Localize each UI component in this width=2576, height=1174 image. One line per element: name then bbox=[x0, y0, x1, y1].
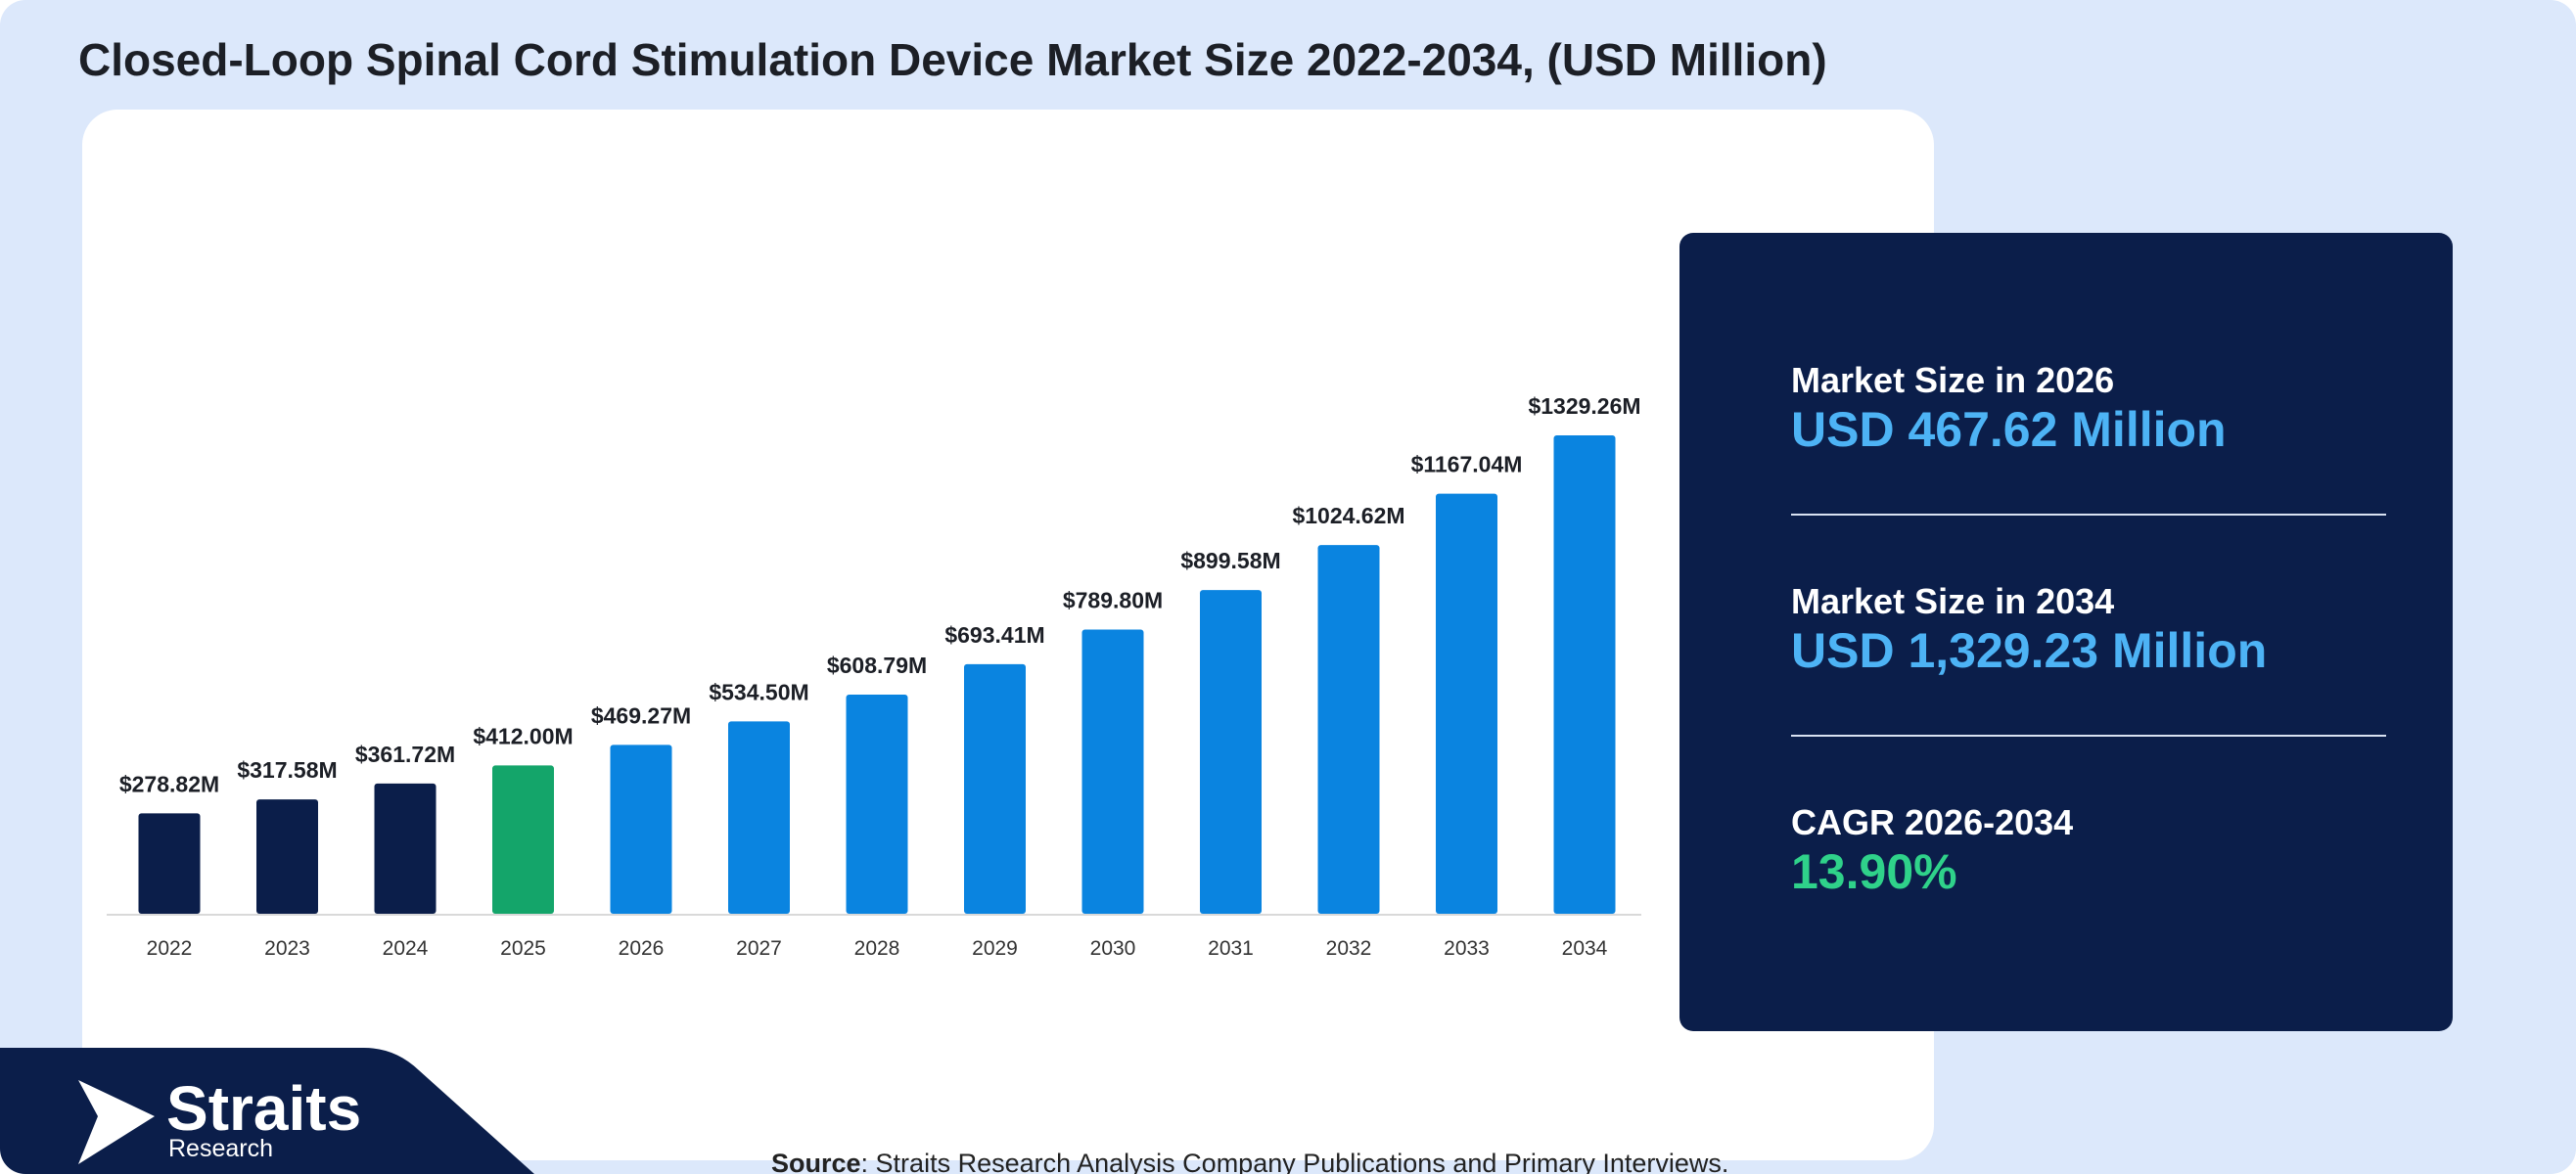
data-label-2032: $1024.62M bbox=[1292, 503, 1404, 528]
bar-2034 bbox=[1553, 435, 1616, 914]
x-tick-label-2029: 2029 bbox=[972, 937, 1018, 960]
data-label-2034: $1329.26M bbox=[1528, 393, 1640, 419]
page-title: Closed-Loop Spinal Cord Stimulation Devi… bbox=[78, 34, 1827, 85]
bar-2027 bbox=[728, 721, 790, 914]
x-tick-label-2027: 2027 bbox=[736, 937, 782, 960]
x-tick-label-2033: 2033 bbox=[1444, 937, 1490, 960]
data-label-2023: $317.58M bbox=[237, 757, 337, 783]
kpi-2034-value: USD 1,329.23 Million bbox=[1791, 623, 2268, 678]
bar-chart: $278.82M 2022 $317.58M 2023 $361.72M 2024 $412… bbox=[107, 393, 1641, 960]
data-label-2028: $608.79M bbox=[827, 653, 927, 678]
x-tick-label-2022: 2022 bbox=[147, 937, 193, 960]
kpi-cagr-value: 13.90% bbox=[1791, 844, 1957, 899]
bar-2033 bbox=[1436, 493, 1497, 914]
data-label-2025: $412.00M bbox=[473, 723, 573, 748]
bar-2028 bbox=[846, 695, 908, 914]
source-label: Source bbox=[771, 1149, 861, 1174]
x-tick-label-2028: 2028 bbox=[854, 937, 900, 960]
data-label-2024: $361.72M bbox=[355, 742, 455, 767]
x-tick-label-2030: 2030 bbox=[1090, 937, 1136, 960]
bar-2025 bbox=[492, 765, 554, 914]
kpi-divider bbox=[1791, 514, 2386, 516]
data-label-2022: $278.82M bbox=[119, 771, 219, 796]
bar-2031 bbox=[1200, 590, 1262, 914]
bar-2023 bbox=[256, 799, 318, 914]
kpi-cagr-label: CAGR 2026-2034 bbox=[1791, 802, 2074, 842]
kpi-2026-label: Market Size in 2026 bbox=[1791, 360, 2115, 400]
x-tick-label-2031: 2031 bbox=[1208, 937, 1254, 960]
data-label-2029: $693.41M bbox=[944, 622, 1044, 648]
bar-2024 bbox=[374, 783, 437, 914]
x-tick-label-2024: 2024 bbox=[383, 937, 429, 960]
data-label-2027: $534.50M bbox=[709, 679, 808, 704]
kpi-2034-label: Market Size in 2034 bbox=[1791, 581, 2115, 621]
source-note: Source: Straits Research Analysis Compan… bbox=[771, 1149, 1728, 1174]
x-tick-label-2034: 2034 bbox=[1562, 937, 1608, 960]
source-text: : Straits Research Analysis Company Publ… bbox=[860, 1149, 1729, 1174]
brand-name: Straits bbox=[166, 1073, 362, 1144]
data-label-2026: $469.27M bbox=[591, 702, 691, 728]
x-tick-label-2025: 2025 bbox=[500, 937, 546, 960]
bar-2022 bbox=[138, 813, 201, 914]
data-label-2031: $899.58M bbox=[1180, 548, 1280, 573]
brand-subtitle: Research bbox=[168, 1135, 273, 1162]
kpi-2026-value: USD 467.62 Million bbox=[1791, 402, 2227, 457]
bar-2029 bbox=[964, 663, 1026, 914]
bar-2026 bbox=[610, 745, 672, 914]
bar-2032 bbox=[1317, 545, 1380, 914]
data-label-2030: $789.80M bbox=[1063, 587, 1163, 612]
data-label-2033: $1167.04M bbox=[1411, 452, 1523, 477]
x-tick-label-2026: 2026 bbox=[619, 937, 665, 960]
bar-2030 bbox=[1081, 629, 1144, 914]
x-tick-label-2032: 2032 bbox=[1326, 937, 1372, 960]
x-tick-label-2023: 2023 bbox=[264, 937, 310, 960]
chart-card: $278.82M 2022 $317.58M 2023 $361.72M 2024 $412… bbox=[82, 110, 1934, 1174]
kpi-divider bbox=[1791, 735, 2386, 737]
kpi-panel: Market Size in 2026 USD 467.62 Million M… bbox=[1679, 233, 2453, 1031]
